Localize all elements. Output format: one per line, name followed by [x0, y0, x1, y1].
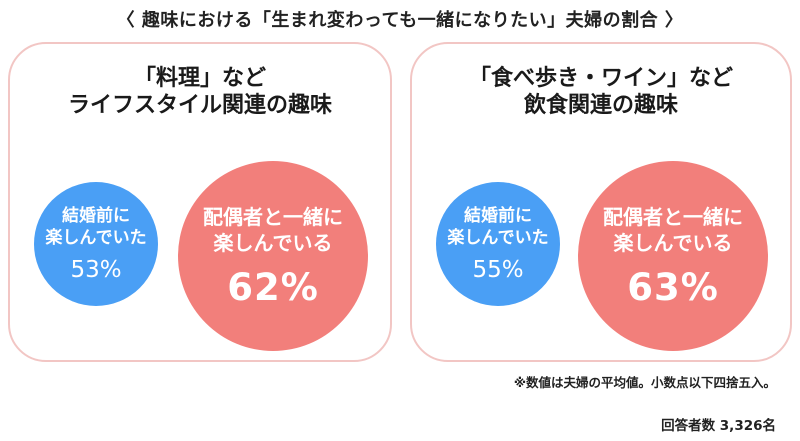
- circle-label-line2: 楽しんでいた: [45, 228, 147, 248]
- circle-label-line2: 楽しんでいた: [447, 228, 549, 248]
- circle-label-line1: 配偶者と一緒に: [203, 204, 343, 229]
- panel-title-line1: 「食べ歩き・ワイン」など: [468, 66, 733, 91]
- circle-label-line2: 楽しんでいる: [213, 230, 333, 255]
- panel-lifestyle: 「料理」など ライフスタイル関連の趣味 結婚前に 楽しんでいた 53% 配偶者と…: [8, 42, 392, 362]
- circle-label-line2: 楽しんでいる: [613, 230, 733, 255]
- circle-label-line1: 結婚前に: [464, 205, 532, 226]
- panel-title-line2: ライフスタイル関連の趣味: [67, 92, 332, 118]
- before-marriage-circle: 結婚前に 楽しんでいた 53%: [34, 182, 158, 306]
- footnote: ※数値は夫婦の平均値。小数点以下四捨五入。: [513, 375, 776, 390]
- circle-value: 55%: [472, 257, 524, 284]
- respondent-count: 回答者数 3,326名: [661, 418, 776, 434]
- circle-value: 63%: [627, 265, 719, 309]
- circle-value: 53%: [70, 257, 122, 284]
- panel-food-drink: 「食べ歩き・ワイン」など 飲食関連の趣味 結婚前に 楽しんでいた 55% 配偶者…: [410, 42, 792, 362]
- circle-label-line1: 結婚前に: [62, 205, 130, 226]
- panel-title-line1: 「料理」など: [133, 66, 266, 91]
- circle-label-line1: 配偶者と一緒に: [603, 204, 743, 229]
- panel-title-line2: 飲食関連の趣味: [523, 92, 678, 118]
- with-spouse-circle: 配偶者と一緒に 楽しんでいる 63%: [578, 161, 768, 351]
- page-title: 〈 趣味における「生まれ変わっても一緒になりたい」夫婦の割合 〉: [116, 10, 684, 31]
- panel-title: 「食べ歩き・ワイン」など 飲食関連の趣味: [412, 66, 790, 120]
- circle-value: 62%: [227, 265, 319, 309]
- with-spouse-circle: 配偶者と一緒に 楽しんでいる 62%: [178, 161, 368, 351]
- before-marriage-circle: 結婚前に 楽しんでいた 55%: [436, 182, 560, 306]
- panel-title: 「料理」など ライフスタイル関連の趣味: [10, 66, 390, 120]
